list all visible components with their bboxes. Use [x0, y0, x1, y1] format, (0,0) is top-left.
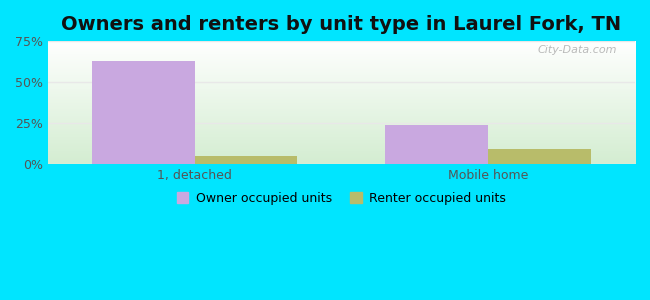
- Legend: Owner occupied units, Renter occupied units: Owner occupied units, Renter occupied un…: [172, 187, 511, 210]
- Text: City-Data.com: City-Data.com: [538, 45, 617, 55]
- Bar: [194, 156, 298, 164]
- Title: Owners and renters by unit type in Laurel Fork, TN: Owners and renters by unit type in Laure…: [61, 15, 621, 34]
- Bar: [385, 125, 488, 164]
- Bar: [488, 149, 591, 164]
- Bar: [92, 61, 194, 164]
